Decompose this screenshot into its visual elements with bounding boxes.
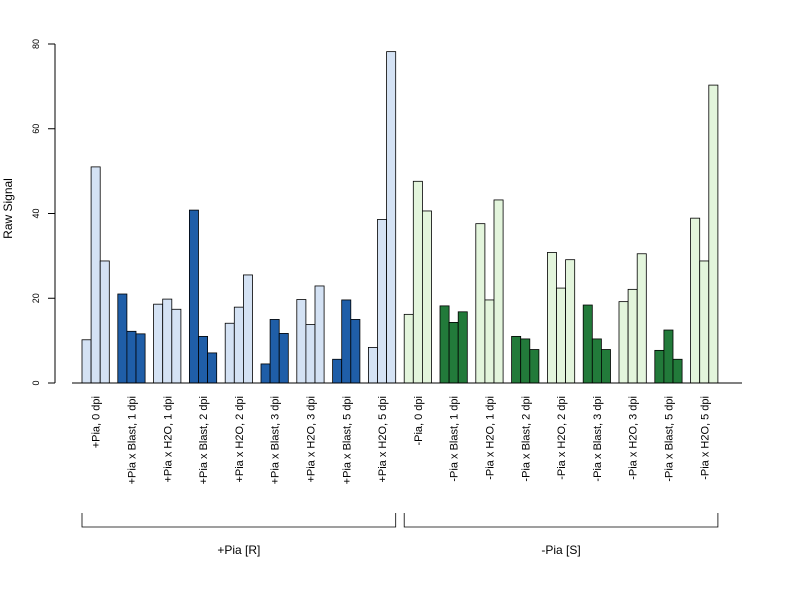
bar bbox=[350, 319, 361, 384]
x-tick-label: -Pia x Blast, 5 dpi bbox=[663, 396, 675, 482]
bar bbox=[591, 338, 602, 384]
bar bbox=[278, 333, 289, 384]
bar bbox=[654, 349, 665, 384]
bar bbox=[260, 363, 271, 384]
bar bbox=[520, 338, 531, 384]
y-axis-label: Raw Signal bbox=[1, 178, 15, 239]
bar bbox=[439, 305, 450, 384]
x-tick-label: +Pia x H2O, 5 dpi bbox=[377, 396, 389, 483]
x-tick-label: +Pia x Blast, 5 dpi bbox=[341, 396, 353, 484]
bar bbox=[377, 219, 388, 384]
bar bbox=[386, 51, 397, 384]
x-tick-label: +Pia x H2O, 1 dpi bbox=[162, 396, 174, 483]
y-tick-label: 40 bbox=[31, 208, 41, 218]
bar bbox=[269, 319, 280, 384]
x-tick-label: -Pia x H2O, 2 dpi bbox=[556, 396, 568, 480]
bar bbox=[484, 299, 495, 384]
bar bbox=[242, 274, 253, 384]
bar bbox=[314, 285, 325, 384]
group-label: -Pia [S] bbox=[541, 543, 580, 557]
y-tick-label: 0 bbox=[31, 380, 41, 385]
bar bbox=[162, 298, 173, 384]
x-tick-label: -Pia x Blast, 1 dpi bbox=[449, 396, 461, 482]
bar bbox=[529, 349, 540, 384]
x-tick-label: +Pia x H2O, 2 dpi bbox=[234, 396, 246, 483]
bar-layer bbox=[81, 51, 719, 384]
bar bbox=[81, 339, 92, 384]
bar bbox=[663, 329, 674, 384]
bar bbox=[224, 322, 235, 384]
bar bbox=[690, 217, 701, 384]
bar bbox=[403, 313, 414, 384]
y-tick-label: 60 bbox=[31, 124, 41, 134]
bar bbox=[135, 333, 146, 384]
x-tick-label: -Pia x H2O, 3 dpi bbox=[628, 396, 640, 480]
bar bbox=[627, 288, 638, 384]
bar bbox=[305, 324, 316, 384]
x-tick-label: +Pia x H2O, 3 dpi bbox=[305, 396, 317, 483]
bar bbox=[556, 287, 567, 384]
bar bbox=[412, 180, 423, 384]
group-bracket bbox=[403, 513, 719, 528]
bar bbox=[448, 321, 459, 384]
x-tick-label: -Pia x Blast, 2 dpi bbox=[520, 396, 532, 482]
bar bbox=[511, 335, 522, 384]
bar bbox=[198, 335, 209, 384]
bar bbox=[672, 358, 683, 384]
y-tick-label: 20 bbox=[31, 293, 41, 303]
x-tick-label: +Pia x Blast, 3 dpi bbox=[270, 396, 282, 484]
x-tick-label: +Pia, 0 dpi bbox=[91, 396, 103, 448]
bar bbox=[601, 349, 611, 384]
y-axis: 0 20 40 60 80 bbox=[31, 39, 56, 386]
bar bbox=[126, 330, 137, 384]
bar bbox=[367, 346, 378, 384]
x-tick-label: -Pia x Blast, 3 dpi bbox=[592, 396, 604, 482]
bar bbox=[207, 352, 218, 384]
bar bbox=[332, 358, 343, 384]
bar bbox=[547, 252, 557, 384]
bar bbox=[117, 293, 128, 384]
bar bbox=[708, 84, 719, 384]
bar bbox=[99, 260, 110, 384]
bar bbox=[171, 308, 182, 384]
bar bbox=[475, 223, 486, 384]
group-label: +Pia [R] bbox=[217, 543, 260, 557]
bar bbox=[296, 299, 307, 384]
bar bbox=[636, 253, 647, 384]
bar bbox=[188, 209, 199, 384]
bar bbox=[90, 166, 101, 384]
bar bbox=[618, 301, 629, 384]
group-bracket bbox=[81, 513, 397, 528]
x-tick-label: -Pia x H2O, 1 dpi bbox=[484, 396, 496, 480]
bar bbox=[341, 299, 352, 384]
x-tick-label: -Pia, 0 dpi bbox=[413, 396, 425, 446]
bar bbox=[493, 199, 504, 384]
x-tick-label: +Pia x Blast, 1 dpi bbox=[126, 396, 138, 484]
bar bbox=[699, 260, 710, 384]
bar bbox=[421, 210, 432, 384]
x-tick-labels: +Pia, 0 dpi +Pia x Blast, 1 dpi +Pia x H2O… bbox=[91, 396, 712, 484]
bar bbox=[565, 259, 576, 384]
bar bbox=[233, 306, 244, 384]
bar bbox=[457, 311, 468, 384]
bar bbox=[582, 304, 593, 384]
group-brackets: +Pia [R] -Pia [S] bbox=[81, 513, 719, 557]
y-tick-label: 80 bbox=[31, 39, 41, 49]
bar bbox=[153, 303, 164, 384]
x-tick-label: -Pia x H2O, 5 dpi bbox=[699, 396, 711, 480]
x-tick-label: +Pia x Blast, 2 dpi bbox=[198, 396, 210, 484]
